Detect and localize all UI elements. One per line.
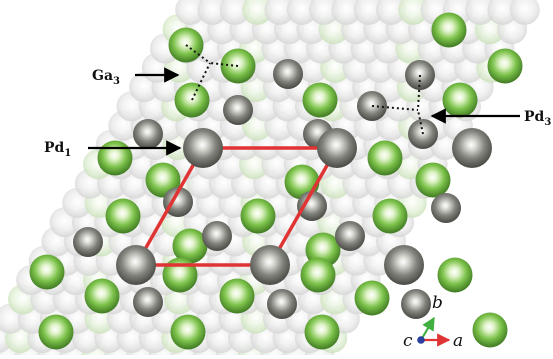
ga-atom <box>354 280 390 316</box>
pd-atom <box>267 289 297 319</box>
ga-atom <box>172 228 208 264</box>
background-atom <box>487 0 518 25</box>
ga-atom <box>472 312 508 348</box>
background-atom <box>175 0 206 25</box>
ga3-label: Ga3 <box>92 68 120 87</box>
axis-c-dot <box>417 336 425 344</box>
ga-atom <box>442 82 478 118</box>
pd-atom <box>133 287 163 317</box>
ga-atom <box>415 162 451 198</box>
background-atom <box>197 0 228 25</box>
background-atom <box>353 0 384 25</box>
ga-atom <box>29 254 65 290</box>
pd-atom <box>401 289 431 319</box>
pd3-label: Pd3 <box>524 109 551 128</box>
ga-atom <box>97 140 133 176</box>
ga-atom <box>219 278 255 314</box>
ga-atom <box>84 278 120 314</box>
ga-atom <box>367 140 403 176</box>
ga-atom <box>105 198 141 234</box>
ga-atom <box>437 257 473 293</box>
coordination-dotted-lines <box>185 44 424 135</box>
pd-atom <box>133 119 163 149</box>
pd-corner-atom <box>317 128 357 168</box>
pd-atom <box>223 95 253 125</box>
pd-atom <box>335 221 365 251</box>
background-atom <box>219 0 250 25</box>
ga-atom <box>170 314 206 350</box>
background-atom <box>509 0 540 25</box>
ga-atom <box>487 48 523 84</box>
background-atom <box>331 0 362 25</box>
pd-atom <box>163 187 193 217</box>
ga-atom <box>300 257 336 293</box>
background-atom <box>286 0 317 25</box>
pd-corner-atom <box>452 128 492 168</box>
pd-corner-atom <box>183 128 223 168</box>
pd-corner-atom <box>250 245 290 285</box>
axis-a-label: a <box>453 331 463 351</box>
pd-corner-atom <box>384 245 424 285</box>
unit-cell-corner-atoms <box>116 128 492 285</box>
axis-b-label: b <box>432 293 443 313</box>
pd-atom <box>202 221 232 251</box>
background-atom <box>465 0 496 25</box>
ga-atom <box>162 257 198 293</box>
pd-atom <box>273 59 303 89</box>
pd-atom <box>73 227 103 257</box>
background-atom <box>309 0 340 25</box>
background-atom <box>264 0 295 25</box>
pd-corner-atom <box>116 245 156 285</box>
ga-atom <box>38 314 74 350</box>
background-ga-atom <box>242 0 273 25</box>
ga-atom <box>372 198 408 234</box>
background-atom <box>375 0 406 25</box>
background-ga-atom <box>398 0 429 25</box>
ga-atom <box>302 82 338 118</box>
axis-c-label: c <box>403 331 413 351</box>
axis-b-arrow <box>420 316 435 341</box>
pd1-label: Pd1 <box>44 140 71 159</box>
ga-atom <box>240 198 276 234</box>
pd-atom <box>297 191 327 221</box>
ga-atom <box>431 12 467 48</box>
pd-atom <box>431 193 461 223</box>
ga-atom <box>304 314 340 350</box>
